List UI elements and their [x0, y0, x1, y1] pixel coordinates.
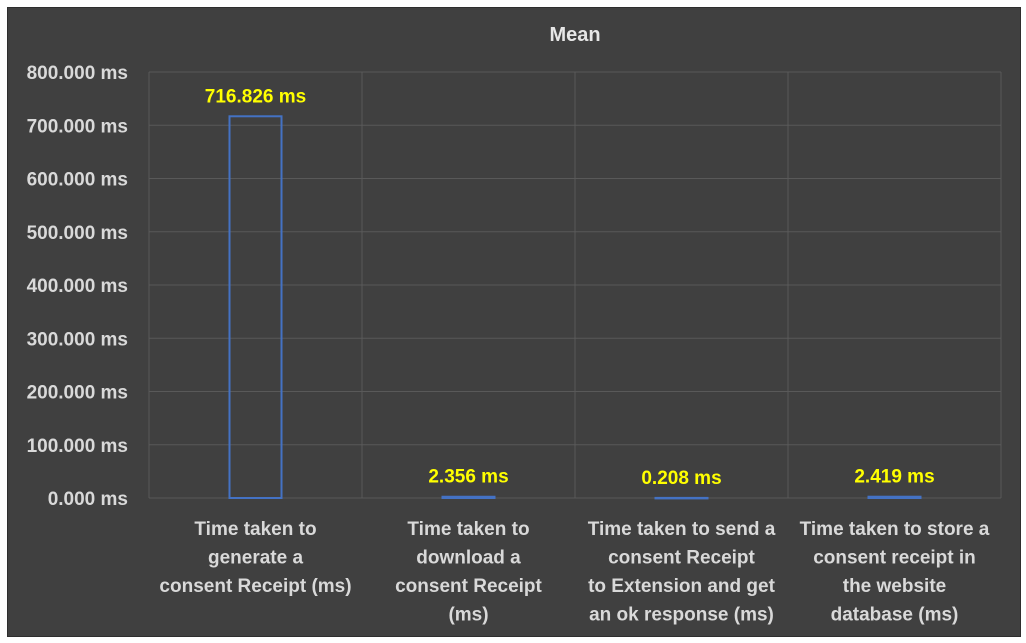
- category-label-line: an ok response (ms): [589, 605, 774, 626]
- chart-title: Mean: [549, 24, 600, 46]
- y-tick-label: 100.000 ms: [27, 436, 128, 457]
- category-label-line: Time taken to send a: [588, 519, 776, 540]
- category-label-line: (ms): [448, 605, 488, 626]
- category-label-line: consent Receipt: [395, 576, 542, 597]
- category-label-line: consent Receipt: [608, 548, 755, 569]
- y-tick-label: 700.000 ms: [27, 116, 128, 137]
- category-label: Time taken to generate a consent Receipt (…: [159, 519, 351, 597]
- y-tick-label: 0.000 ms: [48, 489, 128, 510]
- category-label-line: download a: [416, 548, 521, 569]
- data-label: 2.356 ms: [428, 467, 508, 488]
- data-label: 716.826 ms: [205, 86, 306, 107]
- category-label-line: Time taken to: [194, 519, 316, 540]
- y-tick-label: 200.000 ms: [27, 383, 128, 404]
- category-label-line: Time taken to store a: [800, 519, 990, 540]
- bar: [867, 495, 922, 500]
- bar: [441, 495, 496, 499]
- gridlines: [148, 71, 1002, 499]
- y-tick-label: 800.000 ms: [27, 63, 128, 84]
- category-label-line: consent Receipt (ms): [159, 576, 351, 597]
- category-label-line: to Extension and get: [588, 576, 776, 597]
- y-tick-label: 400.000 ms: [27, 276, 128, 297]
- category-label-line: database (ms): [831, 605, 959, 626]
- bar: [228, 115, 283, 499]
- data-label: 0.208 ms: [641, 468, 721, 489]
- category-label-line: consent receipt in: [813, 548, 976, 569]
- chart-svg: Mean 0.000 ms 100.000 ms 200.000 ms 300.000…: [27, 24, 1002, 626]
- data-label: 2.419 ms: [854, 467, 934, 488]
- category-label-line: Time taken to: [407, 519, 529, 540]
- y-tick-label: 300.000 ms: [27, 329, 128, 350]
- category-label: Time taken to download a consent Receipt (m…: [395, 519, 542, 626]
- category-label-line: generate a: [208, 548, 303, 569]
- category-label: Time taken to send a consent Receipt to Ex…: [588, 519, 776, 626]
- y-tick-label: 500.000 ms: [27, 223, 128, 244]
- category-label: Time taken to store a consent receipt in t…: [800, 519, 990, 626]
- bar: [654, 496, 709, 500]
- y-tick-label: 600.000 ms: [27, 170, 128, 191]
- chart-area: Mean 0.000 ms 100.000 ms 200.000 ms 300.000…: [7, 7, 1021, 637]
- category-label-line: the website: [843, 576, 946, 597]
